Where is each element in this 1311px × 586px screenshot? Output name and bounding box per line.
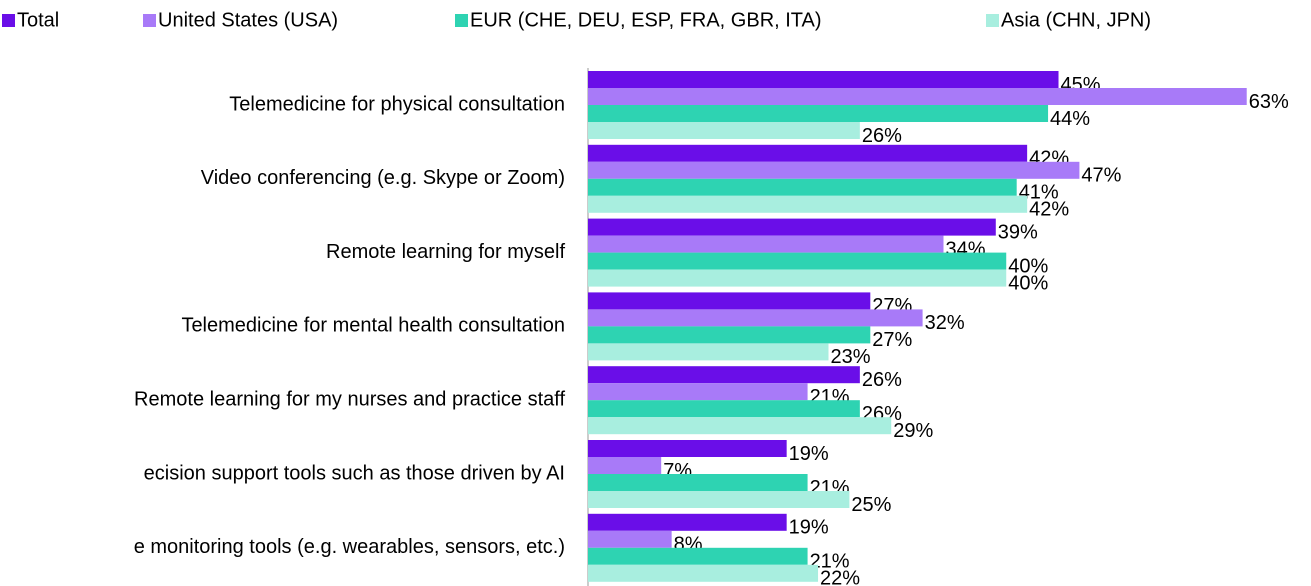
bar <box>588 440 787 457</box>
data-label: 47% <box>1081 165 1121 187</box>
data-label: 63% <box>1249 91 1289 113</box>
bar <box>588 417 892 435</box>
data-label: 39% <box>998 221 1038 243</box>
bar <box>588 513 787 531</box>
data-label: 23% <box>830 346 870 368</box>
bar <box>588 547 808 565</box>
legend-swatch <box>455 14 468 27</box>
legend-label: EUR (CHE, DEU, ESP, FRA, GBR, ITA) <box>470 9 822 31</box>
bar <box>588 292 871 310</box>
bar <box>588 366 860 384</box>
bar <box>588 105 1049 122</box>
bar <box>588 400 860 418</box>
bar <box>588 88 1247 105</box>
legend-label: Total <box>17 9 59 31</box>
data-label: 26% <box>862 125 902 147</box>
bar <box>588 269 1007 287</box>
data-label: 40% <box>1008 255 1048 277</box>
data-label: 32% <box>925 312 965 334</box>
bar <box>588 195 1028 213</box>
category-label: Video conferencing (e.g. Skype or Zoom) <box>201 167 565 189</box>
bar <box>588 218 996 236</box>
bar <box>588 252 1007 270</box>
data-label: 41% <box>1019 182 1059 204</box>
data-label: 19% <box>789 443 829 465</box>
bar <box>588 161 1080 179</box>
legend-label: Asia (CHN, JPN) <box>1001 9 1151 31</box>
data-label: 21% <box>810 551 850 573</box>
bar <box>588 235 944 253</box>
data-label: 22% <box>820 568 860 586</box>
category-label: ecision support tools such as those driv… <box>144 462 565 484</box>
legend-label: United States (USA) <box>158 9 338 31</box>
bar <box>588 144 1028 162</box>
bar <box>588 122 860 139</box>
data-label: 26% <box>862 369 902 391</box>
legend-swatch <box>143 14 156 27</box>
category-label: Remote learning for myself <box>326 241 565 263</box>
bar <box>588 178 1017 196</box>
bar <box>588 309 923 327</box>
bar <box>588 530 672 548</box>
data-label: 25% <box>851 494 891 516</box>
bar <box>588 457 662 474</box>
category-label: Remote learning for my nurses and practi… <box>134 388 565 410</box>
bar <box>588 383 808 401</box>
category-label: e monitoring tools (e.g. wearables, sens… <box>134 536 565 558</box>
legend-swatch <box>986 14 999 27</box>
bar <box>588 343 829 361</box>
data-label: 40% <box>1008 272 1048 294</box>
bar <box>588 564 819 582</box>
bar <box>588 474 808 491</box>
bar <box>588 71 1059 88</box>
data-label: 44% <box>1050 108 1090 130</box>
data-label: 42% <box>1029 199 1069 221</box>
category-label: Telemedicine for mental health consultat… <box>181 315 565 337</box>
bar <box>588 326 871 344</box>
data-label: 29% <box>893 420 933 442</box>
data-label: 27% <box>872 329 912 351</box>
legend-swatch <box>2 14 15 27</box>
category-label: Telemedicine for physical consultation <box>229 93 565 115</box>
data-label: 19% <box>789 517 829 539</box>
bar <box>588 491 850 508</box>
